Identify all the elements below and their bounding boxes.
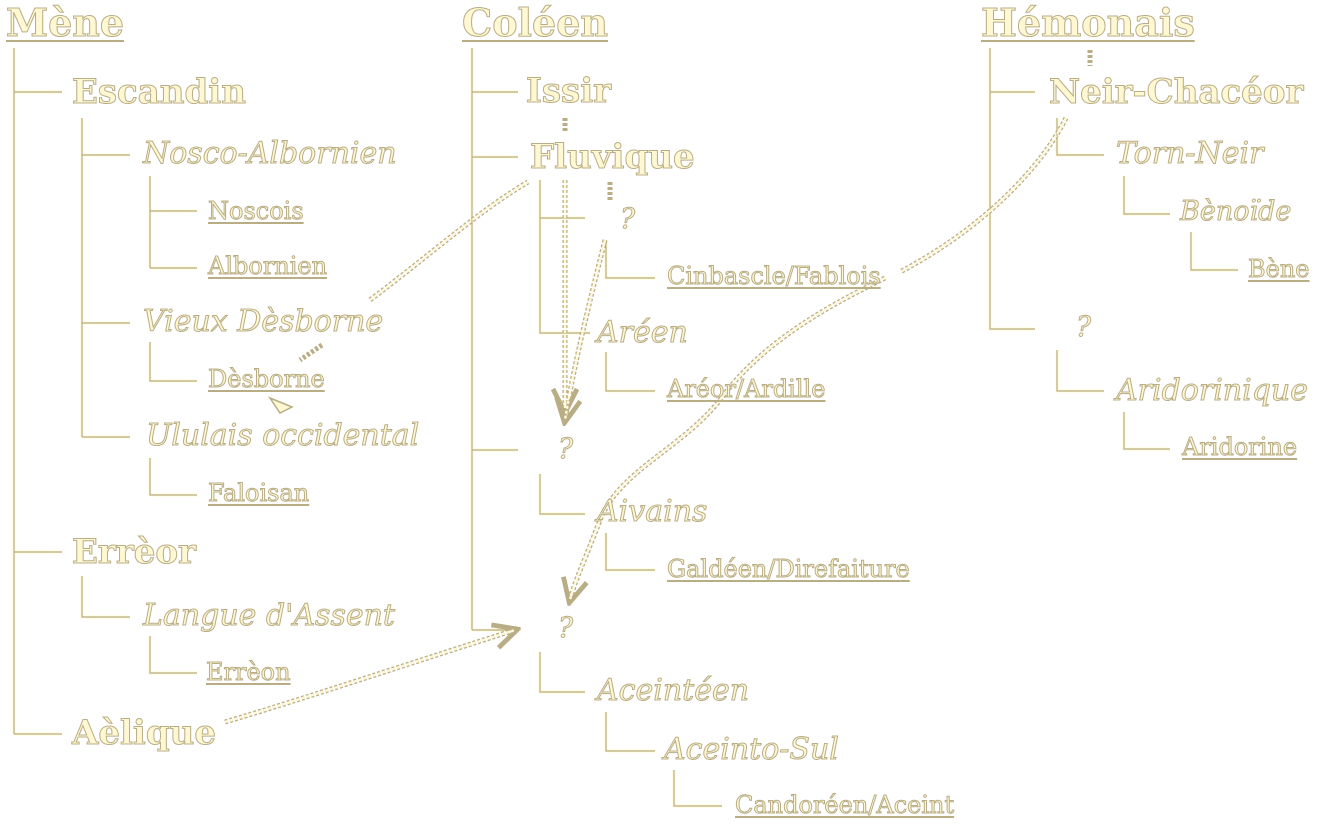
node-torn-neir: Torn-Neir: [1115, 136, 1264, 171]
leaf-bene: Bène: [1248, 255, 1310, 283]
node-langue-assent: Langue d'Assent: [143, 598, 396, 633]
node-escandin: Escandin: [72, 72, 247, 112]
node-areen: Aréen: [597, 315, 689, 350]
node-neir-chaceor: Neir-Chacéor: [1048, 72, 1304, 112]
family-title-hemonais: Hémonais: [981, 0, 1196, 45]
node-fluvique: Fluvique: [530, 137, 696, 177]
family-title-mene: Mène: [5, 0, 125, 45]
leaf-candoreen-aceint: Candoréen/Aceint: [734, 791, 955, 819]
leaf-areor-ardille: Aréor/Ardille: [666, 375, 826, 403]
leaf-galdeen-direfaiture: Galdéen/Direfaiture: [667, 555, 911, 583]
node-unknown-b: ?: [557, 432, 574, 465]
node-ululais-occidental: Ululais occidental: [145, 418, 420, 453]
node-aceinteen: Aceintéen: [596, 673, 750, 708]
leaf-albornien: Albornien: [207, 252, 328, 280]
leaf-aridorine: Aridorine: [1181, 433, 1298, 461]
leaf-cinbascle-fablois: Cinbascle/Fablois: [667, 262, 882, 290]
node-aridorinique: Aridorinique: [1116, 373, 1309, 408]
node-issir: Issir: [525, 71, 612, 111]
node-aivains: Aivains: [596, 494, 708, 529]
leaf-desborne: Dèsborne: [208, 365, 326, 393]
node-aceinto-sul: Aceinto-Sul: [664, 732, 840, 767]
leaf-erreon: Errèon: [206, 658, 292, 686]
node-aelique: Aèlique: [72, 713, 217, 753]
node-unknown-d: ?: [1075, 310, 1092, 343]
node-unknown-c: ?: [557, 611, 574, 644]
leaf-faloisan: Faloisan: [207, 479, 310, 507]
node-nosco-albornien: Nosco-Albornien: [143, 136, 398, 171]
leaf-noscois: Noscois: [208, 197, 305, 225]
node-unknown-a: ?: [619, 202, 636, 235]
small-arrow-icon: [268, 396, 294, 414]
node-erreor: Errèor: [72, 532, 197, 572]
family-title-coleen: Coléen: [461, 0, 609, 45]
node-vieux-desborne: Vieux Dèsborne: [142, 304, 384, 339]
node-benoide: Bènoïde: [1179, 196, 1292, 227]
